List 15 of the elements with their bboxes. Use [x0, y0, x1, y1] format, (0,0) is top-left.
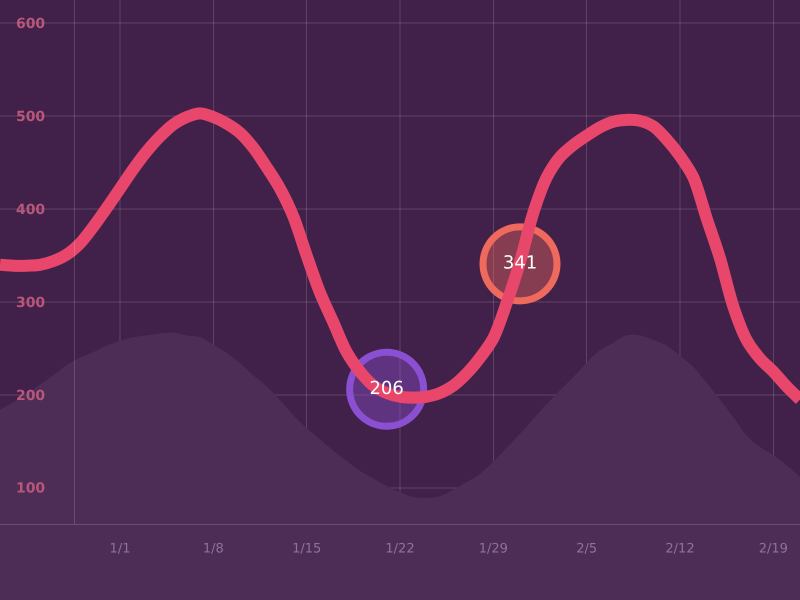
x-tick-label: 1/29 — [478, 542, 508, 557]
y-tick-label: 500 — [16, 109, 46, 126]
x-tick-label: 1/1 — [110, 542, 130, 557]
x-tick-label: 1/15 — [292, 542, 322, 557]
y-tick-label: 600 — [16, 16, 46, 32]
y-tick-label: 200 — [16, 388, 46, 404]
y-tick-label: 300 — [16, 294, 46, 311]
y-tick-label: 400 — [16, 202, 46, 218]
x-tick-label: 2/5 — [576, 542, 598, 557]
y-tick-label: 100 — [16, 480, 46, 497]
data-label: 341 — [502, 252, 538, 274]
x-tick-label: 2/12 — [665, 542, 695, 557]
x-tick-label: 1/22 — [385, 542, 415, 557]
x-tick-label: 1/8 — [202, 542, 224, 557]
x-tick-label: 2/19 — [758, 542, 788, 557]
